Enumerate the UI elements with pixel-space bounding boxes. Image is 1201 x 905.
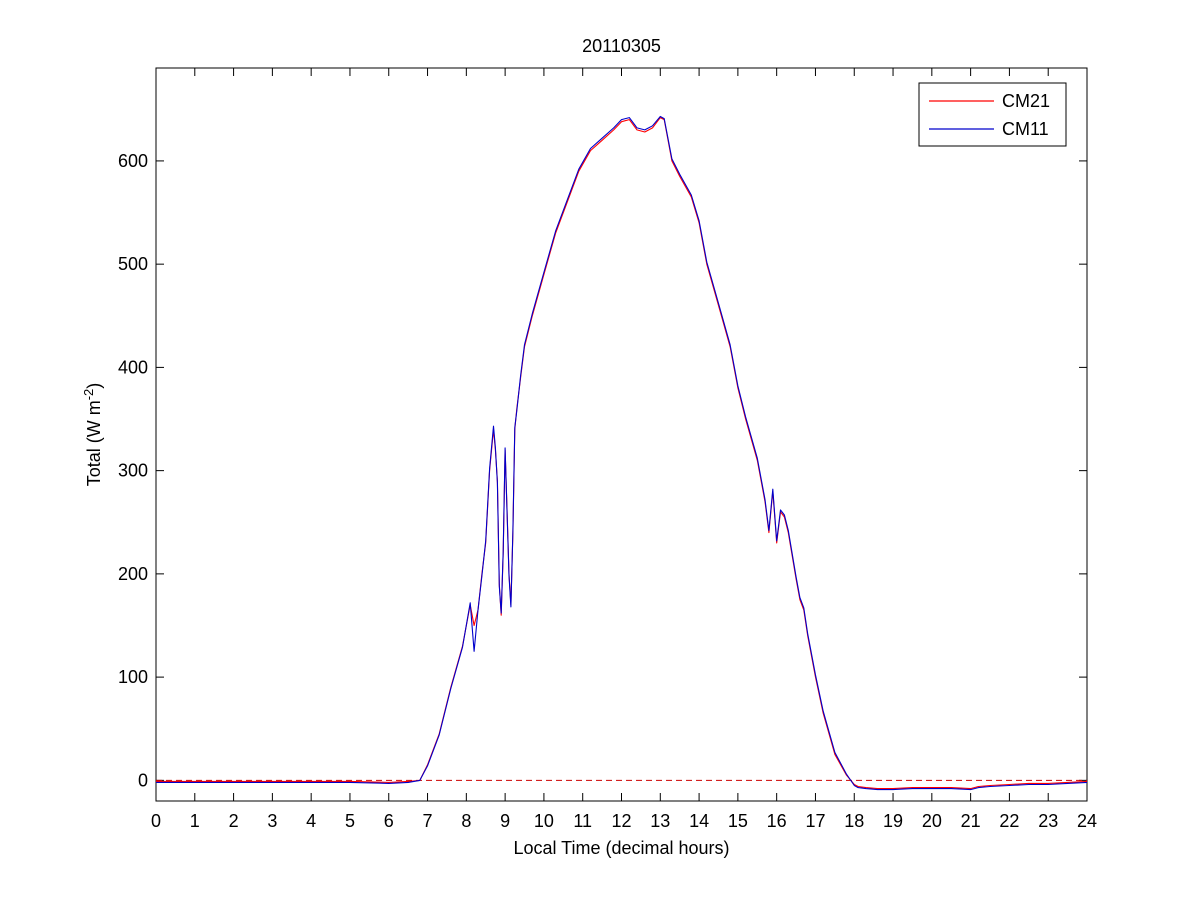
legend: CM21 CM11 [918,82,1067,147]
x-tick-label: 20 [922,811,942,831]
x-tick-label: 13 [650,811,670,831]
y-axis-label: Total (W m-2) [81,383,104,487]
x-tick-label: 23 [1038,811,1058,831]
y-ticks: 0 100 200 300 400 500 600 [118,151,1087,790]
x-ticks: 0 1 2 3 4 5 6 7 8 9 10 11 12 13 14 15 16 17 18 19 20 21 22 23 24 [151,68,1097,831]
y-tick-label: 0 [138,770,148,790]
y-tick-label: 600 [118,151,148,171]
x-axis-label: Local Time (decimal hours) [513,838,729,858]
y-tick-label: 300 [118,461,148,481]
y-tick-label: 200 [118,564,148,584]
x-tick-label: 17 [805,811,825,831]
legend-label-cm21: CM21 [1002,91,1050,111]
x-tick-label: 2 [229,811,239,831]
y-tick-label: 100 [118,667,148,687]
x-tick-label: 0 [151,811,161,831]
x-tick-label: 4 [306,811,316,831]
x-tick-label: 6 [384,811,394,831]
x-tick-label: 21 [961,811,981,831]
x-tick-label: 1 [190,811,200,831]
x-tick-label: 18 [844,811,864,831]
x-tick-label: 15 [728,811,748,831]
series-layer [156,115,1088,791]
x-tick-label: 12 [611,811,631,831]
x-tick-label: 22 [999,811,1019,831]
x-tick-label: 5 [345,811,355,831]
y-axis-label-main: Total (W m [84,400,104,486]
chart-title: 20110305 [582,36,661,56]
x-tick-label: 14 [689,811,709,831]
y-axis-label-sup: -2 [81,389,96,401]
y-axis-label-close: ) [84,383,104,389]
x-tick-label: 16 [767,811,787,831]
y-tick-label: 400 [118,357,148,377]
x-tick-label: 10 [534,811,554,831]
x-tick-label: 19 [883,811,903,831]
legend-label-cm11: CM11 [1002,119,1049,139]
x-tick-label: 8 [461,811,471,831]
x-tick-label: 7 [423,811,433,831]
y-tick-label: 500 [118,254,148,274]
x-tick-label: 11 [573,811,592,831]
x-tick-label: 3 [267,811,277,831]
x-tick-label: 24 [1077,811,1097,831]
legend-box [918,82,1067,147]
plot-area [155,67,1088,802]
series-line-cm11 [156,115,1088,791]
x-tick-label: 9 [500,811,510,831]
